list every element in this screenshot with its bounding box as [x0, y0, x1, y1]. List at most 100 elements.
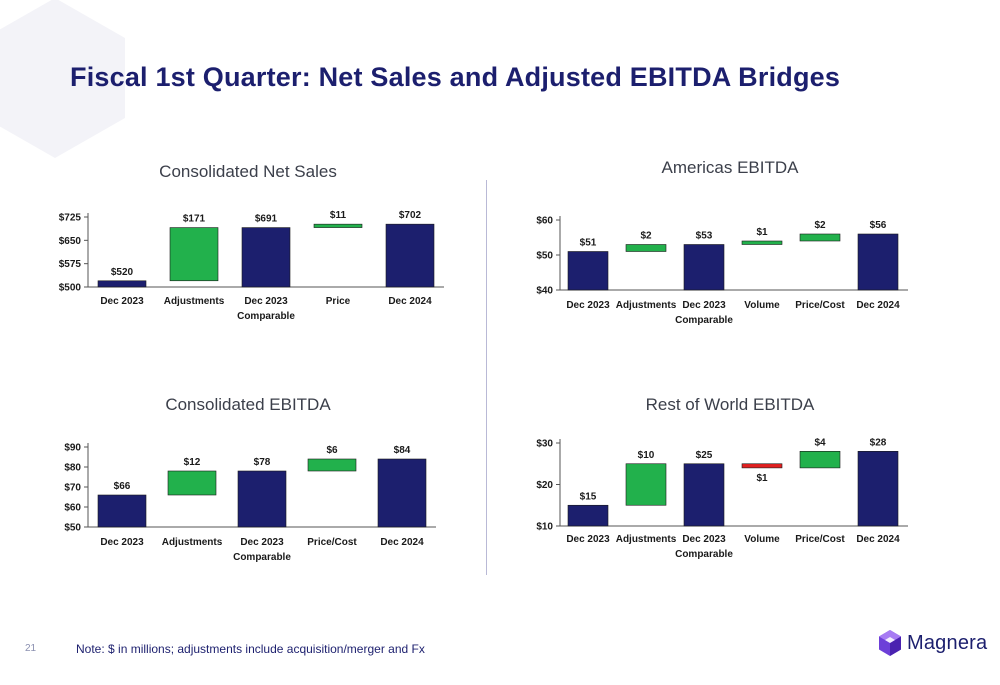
bar-value-label: $1: [756, 227, 768, 238]
bar-value-label: $56: [870, 220, 887, 231]
chart-title-consolidated-net-sales: Consolidated Net Sales: [159, 162, 337, 181]
bar-total: [97, 280, 147, 288]
category-label: Dec 2023: [100, 537, 144, 548]
category-label: Dec 2024: [856, 300, 900, 311]
category-label: Price/Cost: [795, 534, 845, 545]
consolidated-ebitda-chart: $50 $60 $70 $80 $90 $66 Dec 2023 $12 Adjustments…: [64, 443, 436, 563]
category-label: Volume: [744, 534, 780, 545]
category-label: Adjustments: [162, 537, 223, 548]
bar-value-label: $520: [111, 267, 134, 278]
y-tick-label: $575: [59, 259, 82, 270]
rest-of-world-ebitda-chart: $10 $20 $30 $15 Dec 2023 $10 Adjustments $25 Dec…: [536, 437, 908, 560]
category-label: Comparable: [675, 315, 733, 326]
bar-increase: [741, 240, 783, 245]
bar-increase: [167, 470, 217, 496]
footnote: Note: $ in millions; adjustments include…: [76, 642, 425, 656]
bar-total: [97, 494, 147, 528]
page-number: 21: [25, 643, 37, 654]
category-label: Dec 2023: [244, 296, 288, 307]
bar-value-label: $171: [183, 214, 206, 225]
panel-divider: [486, 180, 487, 575]
bar-value-label: $84: [394, 445, 411, 456]
bar-value-label: $2: [814, 220, 826, 231]
bar-increase: [625, 244, 667, 252]
bar-total: [567, 504, 609, 527]
chart-title-rest-of-world-ebitda: Rest of World EBITDA: [645, 395, 815, 414]
bar-value-label: $4: [814, 437, 826, 448]
y-tick-label: $500: [59, 283, 82, 294]
bar-increase: [799, 233, 841, 242]
category-label: Adjustments: [616, 300, 677, 311]
bar-value-label: $2: [640, 231, 652, 242]
category-label: Adjustments: [616, 534, 677, 545]
bar-total: [857, 450, 899, 527]
category-label: Volume: [744, 300, 780, 311]
y-tick-label: $30: [536, 439, 553, 450]
chart-title-americas-ebitda: Americas EBITDA: [661, 158, 799, 177]
category-label: Dec 2023: [682, 300, 726, 311]
bar-value-label: $66: [114, 481, 131, 492]
bar-value-label: $78: [254, 457, 271, 468]
bar-value-label: $25: [696, 450, 713, 461]
bar-increase: [169, 227, 219, 282]
y-tick-label: $60: [64, 503, 81, 514]
y-tick-label: $70: [64, 483, 81, 494]
bar-total: [857, 233, 899, 291]
bar-increase: [625, 463, 667, 506]
category-label: Dec 2024: [380, 537, 424, 548]
category-label: Comparable: [237, 311, 295, 322]
bar-total: [385, 223, 435, 288]
category-label: Dec 2023: [100, 296, 144, 307]
y-tick-label: $60: [536, 216, 553, 227]
category-label: Price: [326, 296, 351, 307]
y-tick-label: $80: [64, 463, 81, 474]
chart-title-consolidated-ebitda: Consolidated EBITDA: [165, 395, 331, 414]
y-tick-label: $725: [59, 213, 82, 224]
bar-value-label: $691: [255, 214, 278, 225]
bar-total: [567, 251, 609, 291]
bar-increase: [313, 223, 363, 228]
category-label: Dec 2023: [682, 534, 726, 545]
y-tick-label: $50: [536, 251, 553, 262]
y-tick-label: $50: [64, 523, 81, 534]
category-label: Dec 2023: [566, 300, 610, 311]
bar-value-label: $28: [870, 437, 887, 448]
y-tick-label: $90: [64, 443, 81, 454]
bar-total: [237, 470, 287, 528]
bar-total: [241, 227, 291, 288]
y-tick-label: $650: [59, 236, 82, 247]
bar-increase: [307, 458, 357, 472]
y-tick-label: $40: [536, 286, 553, 297]
category-label: Comparable: [675, 549, 733, 560]
bar-decrease: [741, 463, 783, 469]
bar-value-label: $1: [756, 473, 768, 484]
magnera-logo-icon: [879, 630, 901, 656]
y-tick-label: $10: [536, 522, 553, 533]
category-label: Comparable: [233, 552, 291, 563]
category-label: Dec 2023: [566, 534, 610, 545]
americas-ebitda-chart: $40 $50 $60 $51 Dec 2023 $2 Adjustments $53 Dec …: [536, 216, 908, 326]
category-label: Dec 2023: [240, 537, 284, 548]
background-hexagon-decoration: [0, 0, 125, 158]
category-label: Dec 2024: [856, 534, 900, 545]
bar-increase: [799, 450, 841, 469]
category-label: Adjustments: [164, 296, 225, 307]
y-tick-label: $20: [536, 480, 553, 491]
bar-value-label: $53: [696, 231, 713, 242]
brand-name: Magnera: [907, 631, 988, 654]
bar-total: [377, 458, 427, 528]
consolidated-net-sales-chart: $500 $575 $650 $725 $520 Dec 2023 $171 Adjustme…: [59, 210, 444, 322]
bar-value-label: $51: [580, 238, 597, 249]
brand-logo: Magnera: [878, 627, 987, 659]
bar-total: [683, 244, 725, 291]
category-label: Price/Cost: [795, 300, 845, 311]
bar-value-label: $11: [330, 210, 347, 221]
bar-total: [683, 463, 725, 527]
bar-value-label: $702: [399, 210, 422, 221]
bar-value-label: $12: [184, 457, 201, 468]
slide-title: Fiscal 1st Quarter: Net Sales and Adjust…: [70, 62, 841, 92]
bar-value-label: $10: [638, 450, 655, 461]
bar-value-label: $6: [326, 445, 338, 456]
category-label: Price/Cost: [307, 537, 357, 548]
category-label: Dec 2024: [388, 296, 432, 307]
